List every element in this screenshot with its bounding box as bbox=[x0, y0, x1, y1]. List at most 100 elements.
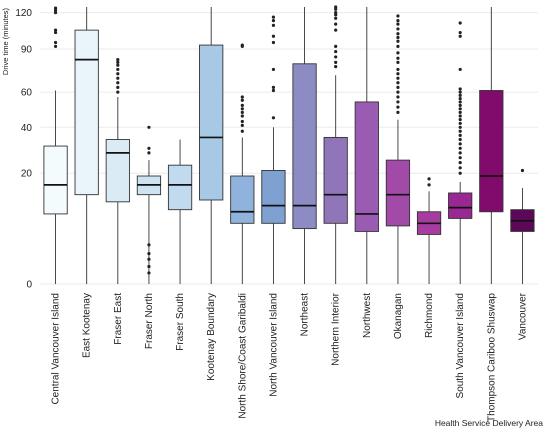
box-14 bbox=[448, 21, 473, 284]
outlier-point bbox=[334, 60, 338, 64]
outlier-point bbox=[334, 7, 338, 11]
y-tick-label: 40 bbox=[21, 123, 33, 134]
outlier-point bbox=[520, 168, 525, 173]
outlier-point bbox=[116, 90, 120, 94]
x-axis-ticks: Central Vancouver Island East Kootenay Fra… bbox=[51, 292, 529, 422]
outlier-point bbox=[334, 64, 338, 69]
outlier-point bbox=[396, 56, 400, 60]
outlier-point bbox=[396, 32, 400, 36]
y-tick-label: 120 bbox=[15, 8, 32, 19]
box-10 bbox=[323, 5, 348, 284]
x-tick-label: Fraser North bbox=[144, 293, 155, 349]
box-body bbox=[230, 175, 255, 224]
x-tick-label: East Kootenay bbox=[82, 293, 93, 358]
box-body bbox=[43, 145, 68, 215]
outlier-point bbox=[396, 67, 400, 72]
y-axis-label: Drive time (minutes) bbox=[1, 7, 10, 75]
outlier-point bbox=[334, 13, 338, 17]
outlier-point bbox=[458, 110, 462, 114]
outlier-point bbox=[240, 129, 244, 133]
outlier-point bbox=[271, 34, 276, 38]
outlier-point bbox=[147, 264, 151, 269]
outlier-point bbox=[396, 85, 400, 89]
box-15 bbox=[479, 7, 504, 284]
outlier-point bbox=[147, 151, 151, 155]
x-tick-label: Central Vancouver Island bbox=[51, 293, 62, 405]
outlier-point bbox=[396, 22, 400, 26]
outlier-point bbox=[458, 30, 462, 35]
outlier-point bbox=[116, 76, 120, 80]
outlier-point bbox=[396, 100, 400, 104]
outlier-point bbox=[271, 23, 276, 27]
outlier-point bbox=[396, 27, 400, 31]
outlier-point bbox=[240, 110, 244, 114]
box-body bbox=[292, 63, 317, 230]
outlier-point bbox=[147, 146, 151, 150]
outlier-point bbox=[334, 55, 338, 59]
outlier-point bbox=[458, 103, 462, 107]
y-axis-ticks: 0 20 40 60 90 120 bbox=[15, 8, 32, 290]
x-tick-label: Northwest bbox=[362, 293, 373, 338]
outlier-point bbox=[147, 243, 151, 247]
outlier-point bbox=[458, 129, 462, 133]
outlier-point bbox=[240, 119, 244, 124]
outlier-point bbox=[396, 90, 400, 94]
outlier-point bbox=[458, 121, 462, 126]
box-13 bbox=[416, 177, 442, 284]
outlier-point bbox=[147, 271, 151, 275]
x-tick-label: Thompson Cariboo Shuswap bbox=[486, 293, 497, 422]
outlier-point bbox=[53, 10, 58, 15]
outlier-point bbox=[53, 30, 58, 35]
outlier-point bbox=[334, 49, 338, 54]
outlier-point bbox=[116, 63, 120, 67]
box-body bbox=[479, 90, 504, 213]
outlier-point bbox=[396, 35, 400, 40]
outlier-point bbox=[458, 21, 462, 25]
box-1 bbox=[43, 6, 68, 284]
boxes bbox=[43, 5, 535, 284]
outlier-point bbox=[147, 252, 151, 256]
outlier-point bbox=[396, 105, 400, 109]
outlier-point bbox=[458, 125, 462, 129]
outlier-point bbox=[271, 88, 276, 93]
outlier-point bbox=[458, 161, 462, 165]
outlier-point bbox=[116, 81, 120, 85]
outlier-point bbox=[240, 123, 244, 127]
box-body bbox=[448, 192, 473, 219]
outlier-point bbox=[396, 19, 400, 23]
box-5 bbox=[167, 139, 193, 284]
outlier-point bbox=[396, 81, 400, 85]
outlier-point bbox=[240, 107, 244, 111]
box-11 bbox=[354, 7, 379, 284]
box-16 bbox=[510, 168, 535, 284]
box-body bbox=[354, 101, 379, 232]
box-body bbox=[105, 139, 130, 203]
outlier-point bbox=[271, 19, 276, 23]
outlier-point bbox=[396, 14, 400, 18]
outlier-point bbox=[334, 22, 338, 26]
outlier-point bbox=[334, 16, 338, 20]
outlier-point bbox=[53, 6, 58, 10]
outlier-point bbox=[334, 28, 338, 32]
outlier-point bbox=[116, 72, 120, 76]
outlier-point bbox=[53, 8, 58, 12]
x-tick-label: Vancouver bbox=[517, 292, 528, 340]
x-tick-label: Northeast bbox=[300, 293, 311, 337]
outlier-point bbox=[240, 98, 244, 102]
outlier-point bbox=[396, 51, 400, 55]
box-body bbox=[385, 159, 411, 227]
outlier-point bbox=[396, 60, 400, 64]
outlier-point bbox=[458, 151, 462, 155]
outlier-point bbox=[271, 15, 276, 19]
x-tick-label: South Vancouver Island bbox=[455, 293, 466, 398]
outlier-point bbox=[116, 67, 120, 72]
outlier-point bbox=[334, 10, 338, 15]
outlier-point bbox=[334, 44, 338, 48]
box-4 bbox=[136, 125, 162, 284]
outlier-point bbox=[116, 60, 120, 64]
outlier-point bbox=[396, 76, 400, 80]
outlier-point bbox=[271, 85, 276, 89]
box-body bbox=[323, 136, 348, 224]
outlier-point bbox=[458, 114, 462, 118]
